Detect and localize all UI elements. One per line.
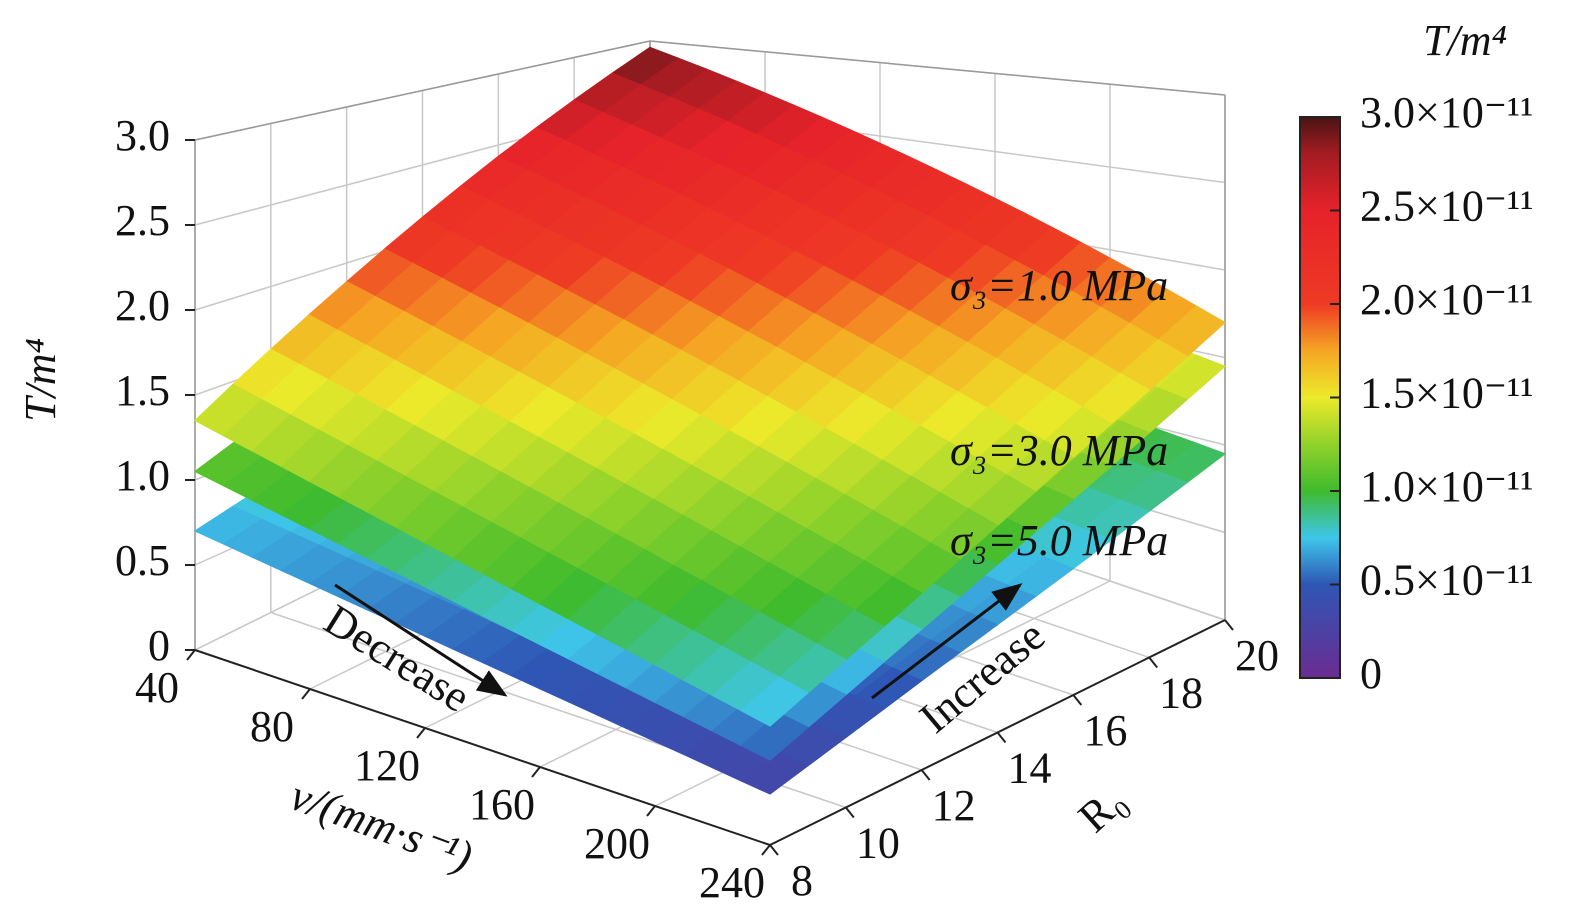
z-tick-label: 1.5: [115, 366, 170, 415]
x-tick: [761, 844, 771, 856]
z-tick-label: 3.0: [115, 111, 170, 160]
series-label: σ₃=5.0 MPa: [950, 516, 1168, 565]
x-tick-label: 240: [699, 858, 765, 907]
x-tick: [301, 688, 311, 700]
y-tick-label: 16: [1083, 706, 1127, 755]
y-axis-label: R₀: [1069, 776, 1135, 842]
y-tick: [845, 806, 855, 819]
y-tick: [1148, 656, 1158, 669]
x-tick-label: 120: [354, 741, 420, 790]
colorbar-tick-label: 1.5×10⁻¹¹: [1360, 369, 1533, 418]
y-tick-label: 18: [1159, 669, 1203, 718]
z-tick-label: 2.0: [115, 281, 170, 330]
increase-arrow: [871, 583, 1023, 700]
surface-patch: [740, 676, 809, 727]
x-tick: [646, 805, 656, 817]
z-tick-label: 2.5: [115, 196, 170, 245]
y-tick-label: 20: [1235, 631, 1279, 680]
x-tick-label: 160: [469, 780, 535, 829]
x-tick-label: 80: [250, 702, 294, 751]
x-tick-label: 40: [135, 663, 179, 712]
y-tick-label: 12: [932, 781, 976, 830]
y-tick: [920, 769, 931, 781]
series-label: σ₃=1.0 MPa: [950, 261, 1168, 310]
z-tick-label: 1.0: [115, 451, 170, 500]
x-tick-label: 200: [584, 819, 650, 868]
decrease-arrow: [334, 583, 508, 697]
y-tick-label: 14: [1008, 744, 1052, 793]
y-tick-label: 8: [791, 856, 813, 905]
y-tick: [1224, 619, 1234, 631]
y-tick: [1072, 694, 1083, 706]
x-tick: [531, 766, 541, 778]
surface: [194, 46, 1226, 727]
x-tick: [416, 727, 426, 739]
z-tick-label: 0.5: [115, 536, 170, 585]
colorbar-tick-label: 3.0×10⁻¹¹: [1360, 88, 1533, 137]
y-tick: [769, 844, 779, 856]
y-tick: [996, 731, 1007, 744]
colorbar-tick-label: 2.0×10⁻¹¹: [1360, 275, 1533, 324]
z-tick-label: 0: [148, 621, 170, 670]
colorbar-tick-label: 0: [1360, 649, 1382, 698]
box-edge: [194, 40, 651, 141]
colorbar-tick-label: 2.5×10⁻¹¹: [1360, 182, 1533, 231]
x-tick: [186, 649, 196, 661]
box-edge: [649, 40, 1226, 96]
y-tick-label: 10: [856, 819, 900, 868]
series-label: σ₃=3.0 MPa: [950, 426, 1168, 475]
colorbar-title: T/m⁴: [1423, 16, 1507, 65]
z-axis-label: T/m⁴: [16, 338, 65, 422]
colorbar-tick-label: 0.5×10⁻¹¹: [1360, 556, 1533, 605]
surface-layer: [194, 46, 1226, 795]
surface-patch: [740, 752, 809, 795]
colorbar-tick-label: 1.0×10⁻¹¹: [1360, 462, 1533, 511]
axis-line: [194, 649, 771, 846]
